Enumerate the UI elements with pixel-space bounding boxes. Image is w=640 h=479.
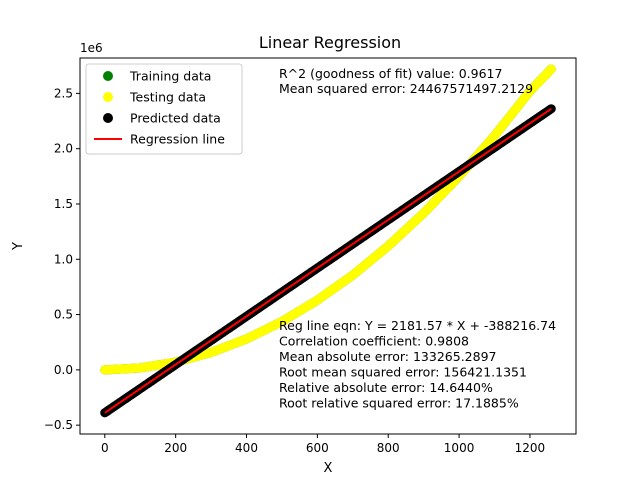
metric-text: Root mean squared error: 156421.1351 xyxy=(279,365,527,380)
metric-text: Reg line eqn: Y = 2181.57 * X + -388216.… xyxy=(279,318,556,333)
metric-text: Correlation coefficient: 0.9808 xyxy=(279,334,469,349)
x-tick-label: 200 xyxy=(164,441,187,455)
y-tick-label: 1.0 xyxy=(54,252,73,266)
plot-area xyxy=(100,64,556,418)
metric-text: Relative absolute error: 14.6440% xyxy=(279,380,493,395)
x-tick-label: 600 xyxy=(306,441,329,455)
legend: Training data Testing data Predicted data R… xyxy=(85,63,243,155)
x-tick-label: 400 xyxy=(235,441,258,455)
y-tick-label: 2.5 xyxy=(54,86,73,100)
y-tick-label: 0.5 xyxy=(54,308,73,322)
legend-marker xyxy=(103,113,113,123)
legend-label: Training data xyxy=(129,69,211,84)
x-axis-label: X xyxy=(324,461,333,476)
metrics-top: R^2 (goodness of fit) value: 0.9617Mean … xyxy=(279,66,533,96)
y-tick-label: 1.5 xyxy=(54,197,73,211)
plot-frame xyxy=(79,57,577,435)
metric-text: Root relative squared error: 17.1885% xyxy=(279,396,519,411)
testing-point xyxy=(546,64,556,74)
metric-text: Mean absolute error: 133265.2897 xyxy=(279,349,496,364)
y-offset-label: 1e6 xyxy=(80,41,103,55)
y-axis-label: Y xyxy=(11,242,26,251)
x-axis: 0 200 400 600 800 1000 1200 xyxy=(101,434,545,455)
metrics-bottom: Reg line eqn: Y = 2181.57 * X + -388216.… xyxy=(279,318,556,411)
legend-label: Testing data xyxy=(129,90,206,105)
legend-label: Regression line xyxy=(130,132,225,147)
legend-marker xyxy=(103,71,113,81)
legend-box xyxy=(85,63,243,155)
x-tick-label: 800 xyxy=(377,441,400,455)
x-tick-label: 1000 xyxy=(444,441,475,455)
x-tick-label: 0 xyxy=(101,441,109,455)
regression-line xyxy=(104,107,552,414)
legend-marker xyxy=(103,92,113,102)
metric-text: Mean squared error: 24467571497.2129 xyxy=(279,81,533,96)
legend-label: Predicted data xyxy=(130,111,221,126)
y-tick-label: 2.0 xyxy=(54,142,73,156)
y-tick-label: 0.0 xyxy=(54,363,73,377)
data-layer xyxy=(100,64,556,418)
chart-title: Linear Regression xyxy=(259,33,401,52)
metric-text: R^2 (goodness of fit) value: 0.9617 xyxy=(279,66,502,81)
y-axis: −0.5 0.0 0.5 1.0 1.5 2.0 2.5 xyxy=(44,86,80,432)
x-tick-label: 1200 xyxy=(515,441,546,455)
y-tick-label: −0.5 xyxy=(44,418,73,432)
